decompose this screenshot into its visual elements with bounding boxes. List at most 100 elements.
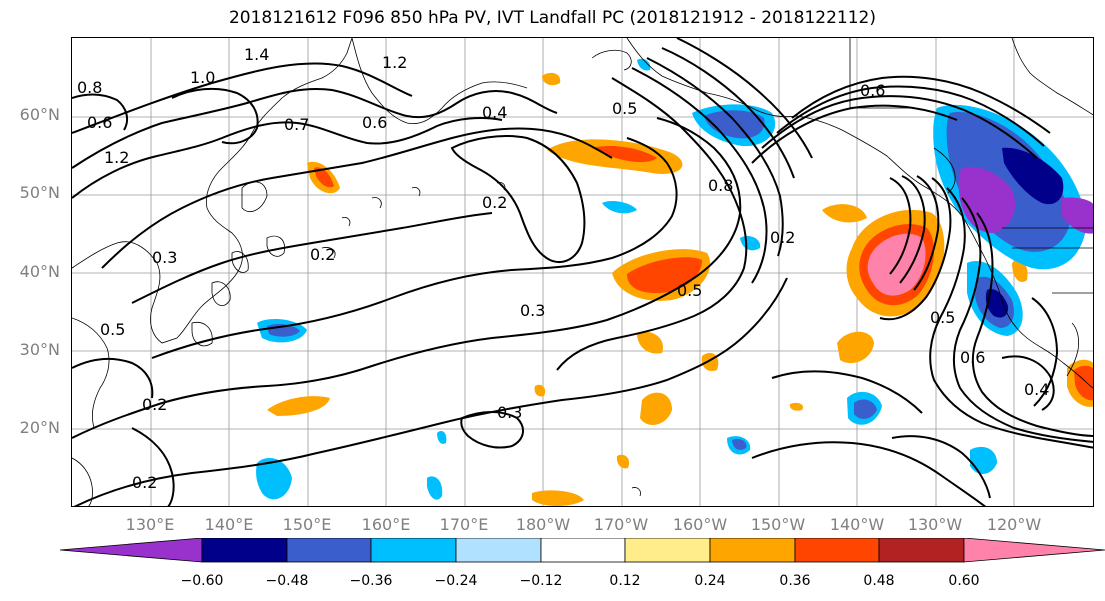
pv-contour-line [929, 187, 1093, 449]
positive-anomaly-patch [542, 72, 561, 86]
positive-anomaly-patch [534, 384, 546, 397]
colorbar-segment [878, 538, 965, 563]
colorbar-segment [624, 538, 711, 563]
contour-label: 0.2 [310, 245, 335, 264]
contour-label: 0.8 [77, 78, 102, 97]
positive-anomaly-patch [822, 204, 867, 223]
pv-contour-line [556, 77, 748, 371]
positive-anomaly-patch [640, 392, 672, 425]
pv-contour-line [971, 212, 1093, 437]
contour-label: 0.5 [930, 308, 955, 327]
pv-contour-line [73, 277, 788, 506]
pv-contour-line [751, 441, 987, 506]
pv-contours [72, 38, 1093, 506]
lat-label-50n: 50°N [19, 183, 60, 202]
pv-contour-line [646, 57, 784, 257]
negative-anomaly-patch [637, 58, 651, 71]
lon-label-130w: 130°W [907, 515, 963, 534]
contour-label: 0.3 [520, 301, 545, 320]
pv-contour-line [751, 104, 958, 164]
negative-anomaly-patch [602, 200, 637, 214]
pv-contour-line [676, 38, 813, 159]
lon-label-160e: 160°E [361, 515, 411, 534]
contour-label: 1.4 [244, 45, 269, 64]
positive-anomaly-patch [1012, 260, 1028, 283]
pv-contour-line [661, 47, 795, 179]
contour-label: 0.6 [860, 81, 885, 100]
colorbar-segment [709, 538, 796, 563]
lon-label-140w: 140°W [829, 515, 885, 534]
contour-label: 0.2 [770, 228, 795, 247]
colorbar-label: −0.36 [349, 573, 393, 589]
positive-anomaly-patch [789, 402, 803, 411]
pv-contour-line [899, 175, 926, 284]
contour-label: 0.5 [677, 281, 702, 300]
negative-anomaly-patch [256, 458, 292, 500]
positive-anomaly-patch [837, 331, 874, 364]
colorbar-segment [540, 538, 626, 563]
pv-contour-line [791, 75, 1051, 134]
positive-anomaly-patch [616, 454, 630, 469]
contour-label: 1.0 [190, 68, 215, 87]
positive-anomaly-patch [701, 352, 719, 372]
pv-contour-line [151, 137, 678, 359]
positive-anomaly-patch [267, 396, 330, 416]
positive-anomaly-patch [1074, 365, 1093, 401]
contour-label: 0.6 [362, 113, 387, 132]
pv-contour-line [891, 435, 991, 499]
lat-label-60n: 60°N [19, 105, 60, 124]
lon-label-160w: 160°W [672, 515, 728, 534]
pv-contour-line [776, 85, 1045, 147]
colorbar-segment [60, 538, 203, 563]
pv-contour-line [631, 67, 768, 284]
colorbar-label: −0.24 [434, 573, 478, 589]
positive-anomaly-patch [637, 331, 663, 354]
negative-anomaly-patch [732, 438, 747, 450]
colorbar-label: 0.12 [609, 573, 641, 589]
map-title: 2018121612 F096 850 hPa PV, IVT Landfall… [228, 8, 876, 28]
negative-anomaly-patch [970, 446, 997, 474]
map-panel: 1.4 1.2 1.0 0.8 0.6 0.7 0.6 0.4 0.5 0.2 … [71, 37, 1094, 507]
negative-anomaly-patch [985, 288, 1009, 318]
contour-label: 0.8 [708, 176, 733, 195]
pv-contour-line [72, 117, 503, 199]
contour-label: 1.2 [104, 148, 129, 167]
pv-contour-line [101, 127, 613, 269]
pv-contour-line [879, 177, 952, 321]
positive-anomaly-patch [314, 167, 334, 188]
lon-label-150w: 150°W [750, 515, 806, 534]
contour-labels: 1.4 1.2 1.0 0.8 0.6 0.7 0.6 0.4 0.5 0.2 … [77, 45, 1049, 492]
pv-contour-line [171, 87, 259, 145]
colorbar-segment [370, 538, 457, 563]
lon-label-170e: 170°E [439, 515, 489, 534]
negative-anomaly-patch [854, 399, 877, 419]
colorbar-label: −0.12 [519, 573, 563, 589]
map-canvas: 1.4 1.2 1.0 0.8 0.6 0.7 0.6 0.4 0.5 0.2 … [72, 38, 1093, 506]
colorbar-label: 0.36 [779, 573, 811, 589]
positive-anomaly-patch [592, 146, 657, 163]
colorbar-label: 0.60 [948, 573, 980, 589]
colorbar-label: 0.24 [694, 573, 726, 589]
contour-label: 0.2 [132, 473, 157, 492]
negative-anomaly-patch [1002, 147, 1064, 205]
contour-label: 0.5 [100, 320, 125, 339]
pv-contour-line [1001, 355, 1055, 411]
lat-label-40n: 40°N [19, 262, 60, 281]
pv-contour-line [450, 135, 586, 263]
contour-label: 0.4 [482, 103, 507, 122]
pv-contour-line [131, 212, 493, 304]
lon-label-170w: 170°W [593, 515, 649, 534]
contour-label: 0.4 [1024, 380, 1049, 399]
contour-label: 0.5 [612, 99, 637, 118]
contour-label: 0.6 [960, 348, 985, 367]
pv-contour-line [72, 357, 154, 399]
pv-contour-line [72, 93, 129, 131]
pv-contour-line [72, 62, 413, 134]
pv-contour-line [889, 177, 912, 275]
negative-anomaly-patch [427, 476, 443, 500]
lat-label-30n: 30°N [19, 340, 60, 359]
colorbar [60, 538, 1105, 563]
contour-label: 0.2 [142, 395, 167, 414]
negative-anomaly-patch [437, 431, 447, 444]
pv-contour-line [131, 427, 175, 506]
